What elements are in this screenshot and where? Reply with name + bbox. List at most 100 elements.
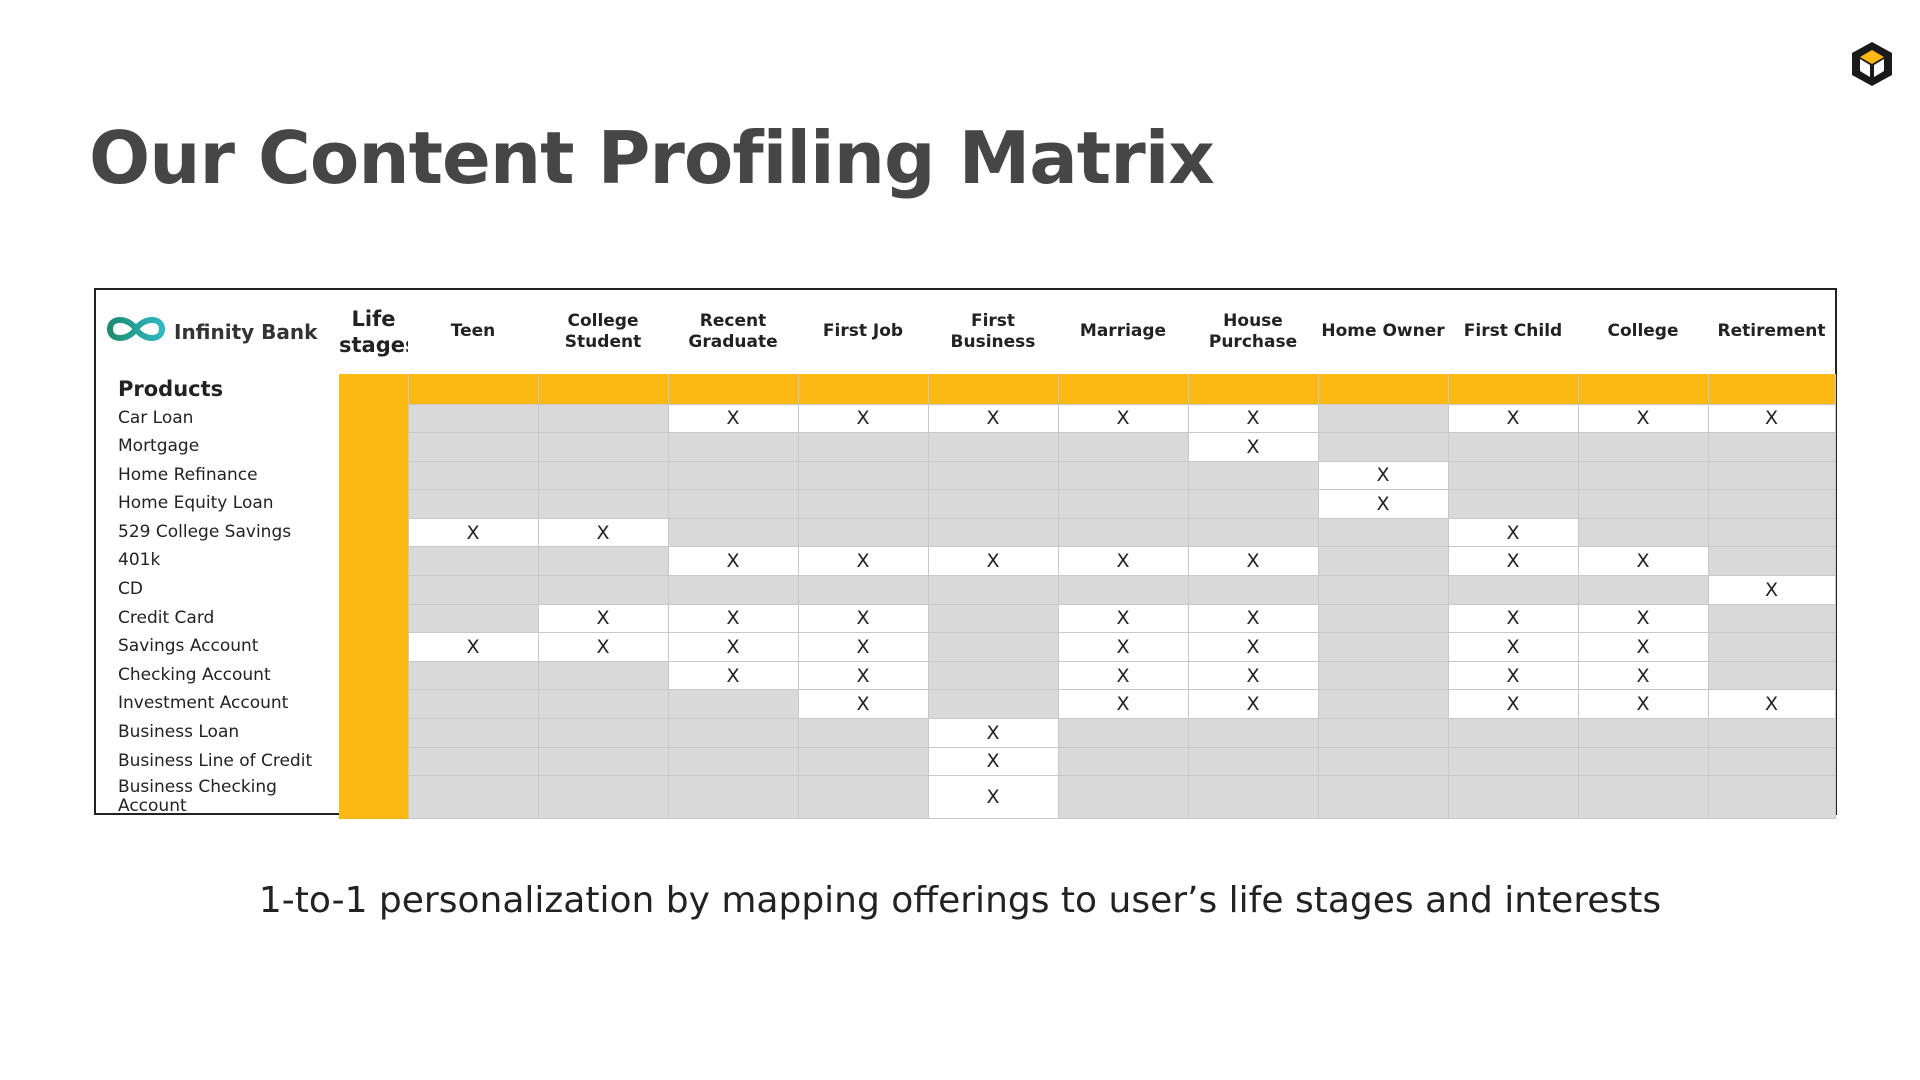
empty-cell: [927, 460, 1059, 491]
product-name: CD: [118, 579, 143, 600]
empty-cell: [1447, 718, 1579, 748]
empty-cell: [407, 575, 539, 605]
orange-band: [1317, 374, 1449, 404]
table-row: Home Equity Loan X: [96, 489, 1836, 519]
empty-cell: [1447, 460, 1579, 491]
mapped-cell: X: [667, 546, 799, 577]
empty-cell: [1317, 432, 1449, 462]
product-name: Business Line of Credit: [118, 750, 313, 771]
empty-cell: [927, 603, 1059, 634]
table-row: Car Loan X X X X X X X X: [96, 403, 1836, 434]
orange-band: [339, 546, 408, 576]
empty-cell: [797, 575, 929, 605]
mapped-cell: X: [797, 689, 929, 720]
orange-band: [339, 689, 408, 719]
empty-cell: [927, 489, 1059, 519]
empty-cell: [1187, 718, 1319, 748]
subtitle: 1-to-1 personalization by mapping offeri…: [258, 880, 1662, 921]
empty-cell: [797, 718, 929, 748]
empty-cell: [1707, 775, 1836, 820]
empty-cell: [407, 718, 539, 748]
column-header: First Business: [950, 310, 1036, 352]
orange-band: [339, 604, 408, 633]
empty-cell: [1317, 689, 1449, 720]
mapped-cell: X: [927, 403, 1059, 434]
empty-cell: [1317, 517, 1449, 548]
mapped-cell: X: [927, 746, 1059, 777]
empty-cell: [1707, 632, 1836, 662]
mapped-cell: X: [1447, 689, 1579, 720]
orange-band: [1707, 374, 1836, 404]
empty-cell: [797, 517, 929, 548]
product-name: Business Loan: [118, 722, 240, 743]
product-name: Home Equity Loan: [118, 493, 274, 514]
empty-cell: [1577, 746, 1709, 777]
mapped-cell: X: [667, 603, 799, 634]
empty-cell: [1187, 575, 1319, 605]
mapped-cell: X: [1447, 546, 1579, 577]
empty-cell: [1057, 775, 1189, 820]
empty-cell: [1317, 403, 1449, 434]
empty-cell: [667, 432, 799, 462]
empty-cell: [1187, 489, 1319, 519]
profiling-matrix: Infinity Bank Life stages Teen College S…: [94, 288, 1837, 820]
empty-cell: [1057, 746, 1189, 777]
empty-cell: [407, 403, 539, 434]
empty-cell: [1057, 432, 1189, 462]
empty-cell: [1707, 432, 1836, 462]
table-row: Business Loan X: [96, 718, 1836, 748]
column-header: Retirement: [1717, 321, 1826, 342]
product-name: Checking Account: [118, 664, 271, 685]
orange-band: [667, 374, 799, 404]
header-row: Infinity Bank Life stages Teen College S…: [96, 290, 1835, 374]
empty-cell: [537, 575, 669, 605]
mapped-cell: X: [1707, 689, 1836, 720]
table-row: Investment Account X X X X X X: [96, 689, 1836, 720]
table-row: Checking Account X X X X X X: [96, 660, 1836, 691]
orange-band: [339, 461, 408, 490]
mapped-cell: X: [1187, 632, 1319, 662]
empty-cell: [1187, 775, 1319, 820]
mapped-cell: X: [1577, 546, 1709, 577]
cube-hexagon-icon: [1848, 40, 1896, 88]
mapped-cell: X: [797, 603, 929, 634]
empty-cell: [667, 460, 799, 491]
mapped-cell: X: [1577, 603, 1709, 634]
mapped-cell: X: [1187, 689, 1319, 720]
empty-cell: [1187, 517, 1319, 548]
table-row: 401k X X X X X X X: [96, 546, 1836, 577]
empty-cell: [667, 746, 799, 777]
empty-cell: [407, 746, 539, 777]
orange-band: [797, 374, 929, 404]
empty-cell: [1057, 718, 1189, 748]
mapped-cell: X: [1057, 403, 1189, 434]
mapped-cell: X: [927, 775, 1059, 820]
orange-band: [1447, 374, 1579, 404]
empty-cell: [797, 432, 929, 462]
empty-cell: [407, 660, 539, 691]
empty-cell: [1707, 746, 1836, 777]
empty-cell: [407, 689, 539, 720]
table-row: 529 College Savings X X X: [96, 517, 1836, 548]
empty-cell: [1577, 575, 1709, 605]
empty-cell: [1317, 718, 1449, 748]
mapped-cell: X: [1057, 546, 1189, 577]
mapped-cell: X: [1577, 403, 1709, 434]
orange-band: [339, 718, 408, 748]
empty-cell: [537, 460, 669, 491]
mapped-cell: X: [797, 403, 929, 434]
mapped-cell: X: [1577, 660, 1709, 691]
mapped-cell: X: [537, 632, 669, 662]
mapped-cell: X: [927, 718, 1059, 748]
empty-cell: [537, 489, 669, 519]
orange-band: [339, 518, 408, 547]
empty-cell: [537, 432, 669, 462]
empty-cell: [407, 432, 539, 462]
empty-cell: [927, 632, 1059, 662]
empty-cell: [927, 432, 1059, 462]
empty-cell: [537, 689, 669, 720]
brand-logo: Infinity Bank: [96, 290, 339, 374]
product-name: Investment Account: [118, 693, 289, 714]
brand-name: Infinity Bank: [174, 319, 318, 344]
column-header: Teen: [450, 321, 496, 342]
